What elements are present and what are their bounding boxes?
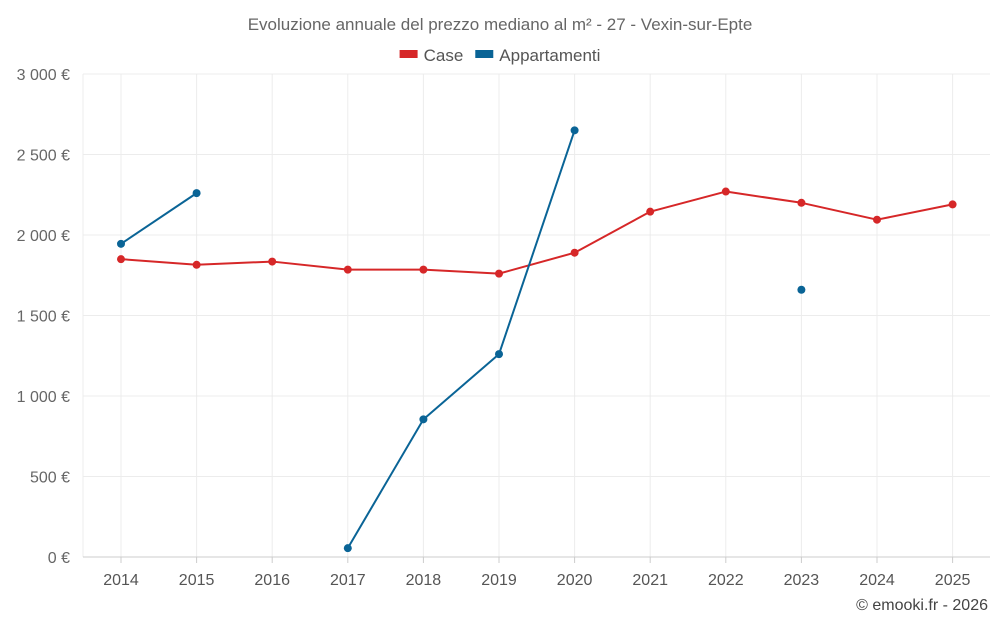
y-tick-label: 0 € [48,550,70,567]
data-point[interactable] [721,187,730,196]
y-tick-label: 1 500 € [17,309,70,326]
series-line [120,192,198,245]
grid [82,73,990,558]
x-tick-label: 2015 [179,572,215,589]
legend-swatch [475,50,494,58]
legend-item[interactable]: Case [399,46,464,65]
data-point[interactable] [570,248,579,257]
x-tick-label: 2020 [557,572,593,589]
y-tick-label: 2 000 € [17,228,70,245]
data-point[interactable] [570,126,579,135]
y-tick-label: 500 € [30,470,70,487]
y-tick-label: 1 000 € [17,389,70,406]
data-point[interactable] [192,260,201,269]
data-point[interactable] [948,200,957,209]
x-tick-label: 2021 [632,572,668,589]
series-appartamenti [117,126,806,553]
series-layer [117,126,957,553]
data-point[interactable] [495,269,503,278]
data-point[interactable] [797,198,806,207]
x-tick-label: 2017 [330,572,366,589]
x-tick-label: 2025 [935,572,971,589]
data-point[interactable] [873,215,881,224]
legend-swatch [399,50,418,58]
data-point[interactable] [419,415,428,424]
data-point[interactable] [495,350,503,359]
legend-label: Case [424,46,464,65]
x-tick-label: 2014 [103,572,139,589]
chart-title: Evoluzione annuale del prezzo mediano al… [248,15,753,34]
x-tick-label: 2018 [406,572,442,589]
data-point[interactable] [419,265,428,274]
series-case [117,187,957,278]
series-line [120,190,953,275]
data-point[interactable] [268,257,277,266]
legend: Case Appartamenti [399,46,600,65]
x-tick-label: 2022 [708,572,744,589]
data-point[interactable] [117,239,125,248]
data-point[interactable] [343,265,352,274]
data-point[interactable] [646,207,655,216]
x-tick-label: 2024 [859,572,895,589]
data-point[interactable] [797,285,806,294]
series-line [346,130,576,549]
x-tick-label: 2019 [481,572,517,589]
y-tick-label: 3 000 € [17,67,70,84]
y-axis: 0 € 500 € 1 000 € 1 500 € 2 000 € 2 500 € 3 00… [17,67,70,567]
x-axis: 2014 2015 2016 2017 2018 2019 2020 2021 2022 2023… [103,557,970,589]
legend-item[interactable]: Appartamenti [475,46,600,65]
data-point[interactable] [117,255,125,264]
data-point[interactable] [192,189,201,198]
x-tick-label: 2023 [784,572,820,589]
credit-text: © emooki.fr - 2026 [856,597,988,614]
y-tick-label: 2 500 € [17,148,70,165]
data-point[interactable] [343,544,352,553]
legend-label: Appartamenti [499,46,600,65]
x-tick-label: 2016 [254,572,290,589]
